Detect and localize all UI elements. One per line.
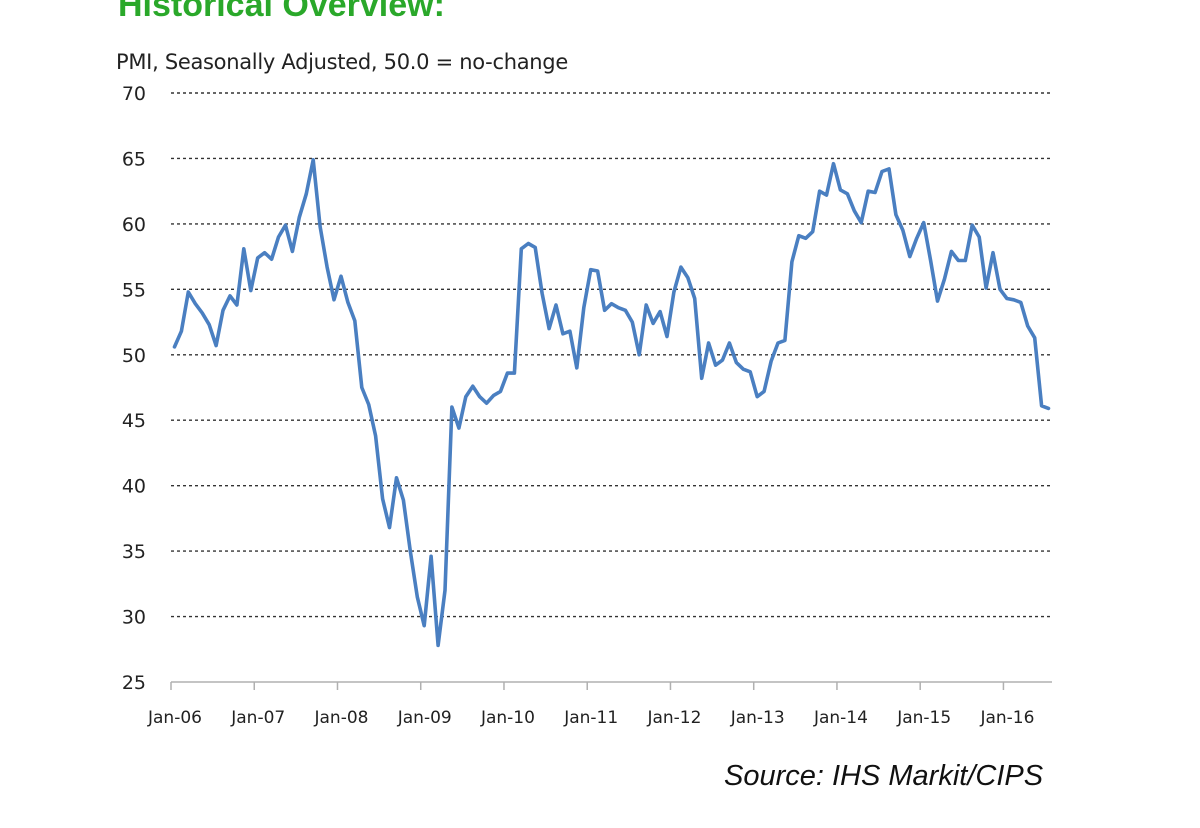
x-tick-label: Jan-15 [896, 708, 951, 728]
x-tick-label: Jan-14 [813, 708, 868, 728]
y-tick-label: 60 [122, 214, 146, 236]
series-layer [172, 158, 1051, 648]
chart-subtitle: PMI, Seasonally Adjusted, 50.0 = no-chan… [116, 50, 568, 74]
x-axis-ticks: Jan-06 Jan-07 Jan-08 Jan-09 Jan-10 Jan-11 Jan-… [147, 708, 1034, 728]
pmi-series-line [172, 158, 1051, 648]
x-tick-label: Jan-11 [563, 708, 618, 728]
x-tick-label: Jan-09 [397, 708, 452, 728]
x-tick-label: Jan-13 [730, 708, 785, 728]
x-tick-label: Jan-10 [480, 708, 535, 728]
gridlines [171, 92, 1052, 618]
y-tick-label: 35 [122, 541, 146, 563]
y-tick-label: 50 [122, 345, 146, 367]
y-tick-label: 25 [122, 672, 146, 694]
y-tick-label: 40 [122, 476, 146, 498]
x-tick-label: Jan-06 [147, 708, 202, 728]
source-note: Source: IHS Markit/CIPS [724, 760, 1044, 792]
y-tick-label: 55 [122, 279, 146, 301]
page-heading: Historical Overview: [118, 0, 445, 24]
y-tick-label: 65 [122, 148, 146, 170]
y-axis-ticks: 25 30 35 40 45 50 55 60 65 70 [122, 83, 146, 694]
y-tick-label: 45 [122, 410, 146, 432]
y-tick-label: 70 [122, 83, 146, 105]
x-tick-label: Jan-07 [230, 708, 285, 728]
x-tick-label: Jan-16 [979, 708, 1034, 728]
x-tick-label: Jan-12 [646, 708, 701, 728]
y-tick-label: 30 [122, 607, 146, 629]
x-tick-label: Jan-08 [313, 708, 368, 728]
x-axis [170, 681, 1052, 690]
